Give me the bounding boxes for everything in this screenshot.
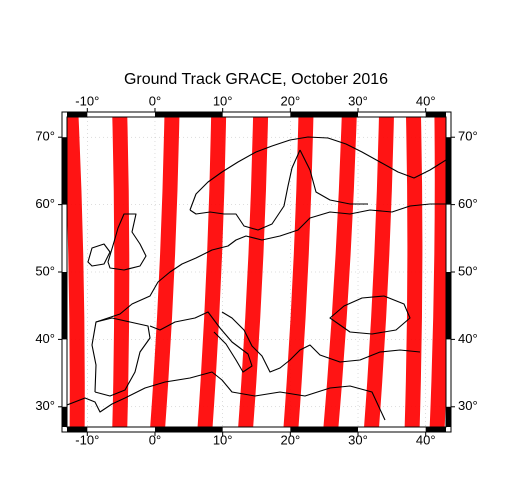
- map-title: Ground Track GRACE, October 2016: [124, 71, 388, 88]
- coastline-iberia-mediterranean: [91, 311, 421, 397]
- x-tick-label-bottom: -10°: [75, 432, 99, 447]
- frame-bar: [446, 137, 451, 205]
- y-tick-label-left: 70°: [35, 129, 55, 144]
- x-tick-label-top: 20°: [281, 93, 301, 108]
- ground-track: [67, 117, 85, 427]
- coastline-scandinavia: [189, 136, 446, 231]
- frame-bar: [425, 427, 446, 432]
- x-tick-label-top: 40°: [416, 93, 436, 108]
- coastline-black-sea: [329, 295, 411, 335]
- ground-tracks: [67, 117, 446, 427]
- ground-track: [283, 117, 314, 427]
- coastline-north-africa: [67, 371, 386, 421]
- y-tick-label-left: 50°: [35, 263, 55, 278]
- frame-bar: [446, 406, 451, 427]
- x-tick-label-bottom: 10°: [213, 432, 233, 447]
- frame-bar: [154, 112, 223, 117]
- y-tick-label-right: 40°: [458, 331, 478, 346]
- x-tick-label-top: 0°: [149, 93, 161, 108]
- ground-track: [323, 117, 357, 427]
- x-tick-label-top: -10°: [75, 93, 99, 108]
- coastline-britain: [107, 213, 147, 271]
- ground-track: [112, 117, 130, 427]
- axes: -10° -10° 0° 0° 10° 10° 20° 20° 30° 30° 40° 40° 30° 3…: [35, 93, 477, 447]
- y-tick-label-right: 70°: [458, 129, 478, 144]
- ground-track: [150, 117, 180, 427]
- ground-track: [404, 117, 423, 427]
- coastlines: [67, 136, 446, 421]
- y-tick-label-left: 60°: [35, 196, 55, 211]
- y-tick-label-right: 60°: [458, 196, 478, 211]
- x-tick-label-bottom: 30°: [348, 432, 368, 447]
- y-tick-label-left: 30°: [35, 398, 55, 413]
- frame-bar: [290, 427, 359, 432]
- y-tick-label-right: 50°: [458, 263, 478, 278]
- coastline-ireland: [87, 243, 111, 267]
- ground-track: [238, 117, 269, 427]
- frame-bar: [62, 137, 67, 205]
- y-tick-label-right: 30°: [458, 398, 478, 413]
- x-tick-label-top: 10°: [213, 93, 233, 108]
- x-tick-label-bottom: 20°: [281, 432, 301, 447]
- coastline-atlantic-north: [95, 203, 446, 323]
- frame-bar: [425, 112, 446, 117]
- frame-bar: [154, 427, 223, 432]
- y-tick-label-left: 40°: [35, 331, 55, 346]
- frame-bar: [62, 406, 67, 427]
- frame-bar: [67, 112, 88, 117]
- x-tick-label-bottom: 40°: [416, 432, 436, 447]
- frame-bar: [67, 427, 88, 432]
- x-tick-label-bottom: 0°: [149, 432, 161, 447]
- ground-track: [429, 117, 446, 427]
- frame-bar: [446, 272, 451, 340]
- frame-bar: [62, 272, 67, 340]
- ground-track: [364, 117, 394, 427]
- x-tick-label-top: 30°: [348, 93, 368, 108]
- frame-bar: [290, 112, 359, 117]
- ground-track: [197, 117, 227, 427]
